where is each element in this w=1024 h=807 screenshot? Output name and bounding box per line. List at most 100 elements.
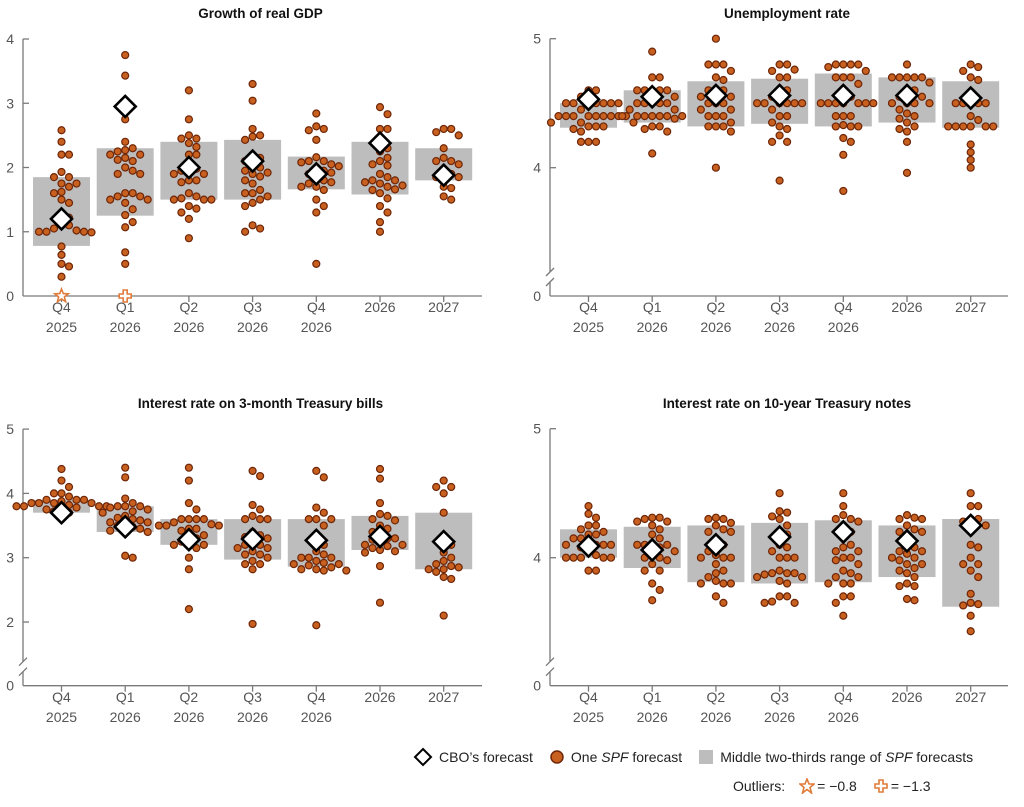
cbo-forecast-diamond <box>240 526 265 552</box>
spf-forecast-dot <box>248 221 257 230</box>
spf-forecast-dot <box>895 556 904 565</box>
spf-forecast-dot <box>136 150 145 159</box>
spf-forecast-dot <box>846 60 855 69</box>
spf-forecast-dot <box>368 543 377 553</box>
spf-forecast-dot <box>312 208 321 217</box>
spf-forecast-dot <box>184 86 193 95</box>
spf-forecast-dot <box>113 502 122 511</box>
spf-forecast-dot <box>136 516 145 525</box>
spf-forecast-dot <box>782 73 792 82</box>
spf-forecast-dot <box>846 122 855 131</box>
spf-forecast-dot <box>447 553 456 562</box>
spf-forecast-dot <box>704 111 713 121</box>
x-tick-label: 2026 <box>364 689 395 705</box>
spf-forecast-dot <box>782 579 792 588</box>
spf-forecast-dot <box>569 124 578 134</box>
spf-forecast-dot <box>752 572 762 582</box>
spf-forecast-dot <box>297 565 306 574</box>
x-tick-label-year: 2025 <box>46 709 77 725</box>
spf-forecast-dot <box>248 132 257 141</box>
spf-forecast-dot <box>846 73 855 82</box>
spf-forecast-dot <box>241 201 250 211</box>
spf-forecast-dot <box>726 579 736 588</box>
spf-forecast-dot <box>432 482 441 492</box>
spf-forecast-dot <box>831 73 840 82</box>
spf-forecast-dot <box>121 463 130 472</box>
spf-forecast-dot <box>248 511 257 521</box>
spf-forecast-dot <box>854 79 863 88</box>
spf-forecast-dot <box>711 122 721 131</box>
spf-forecast-dot <box>360 540 370 549</box>
spf-forecast-dot <box>887 99 897 108</box>
legend-spf-label-post: forecast <box>628 749 683 765</box>
y-tick-label: 1 <box>6 224 14 240</box>
spf-forecast-dot <box>782 521 792 530</box>
cbo-forecast-diamond <box>576 533 601 559</box>
x-tick-label: 2027 <box>955 299 986 315</box>
spf-forecast-dot <box>113 169 122 179</box>
spf-forecast-dot <box>327 168 336 177</box>
x-tick-label: Q2 <box>707 689 726 705</box>
spf-forecast-dot <box>752 99 762 108</box>
x-tick-label-year: 2026 <box>828 709 859 725</box>
spf-forecast-dot <box>263 534 272 543</box>
spf-forecast-dot <box>974 572 983 582</box>
spf-forecast-dot <box>711 163 721 172</box>
spf-forecast-dot <box>169 518 178 527</box>
y-tick-label: 4 <box>533 550 541 566</box>
spf-forecast-dot <box>241 560 250 569</box>
spf-forecast-dot <box>648 530 657 539</box>
spf-forecast-dot <box>375 561 385 571</box>
spf-forecast-dot <box>782 569 792 578</box>
spf-forecast-dot <box>696 105 706 114</box>
axis-break-mark <box>545 267 555 277</box>
spf-forecast-dot <box>177 194 186 203</box>
spf-forecast-dot <box>319 124 328 134</box>
spf-forecast-dot <box>902 168 912 177</box>
spf-forecast-dot <box>439 144 448 153</box>
spf-forecast-dot <box>113 155 122 164</box>
x-tick-label: Q4 <box>52 689 71 705</box>
spf-forecast-dot <box>775 131 784 140</box>
spf-forecast-dot <box>989 122 998 131</box>
spf-forecast-dot <box>27 498 36 508</box>
spf-forecast-dot <box>902 127 912 136</box>
spf-forecast-dot <box>670 105 679 114</box>
spf-forecast-dot <box>839 511 848 520</box>
spf-forecast-dot <box>839 186 848 196</box>
spf-forecast-dot <box>360 548 370 557</box>
y-tick-label: 5 <box>533 421 541 437</box>
gray-square-icon <box>699 750 714 764</box>
spf-forecast-dot <box>839 133 848 143</box>
spf-forecast-dot <box>184 189 193 198</box>
spf-forecast-dot <box>902 73 912 82</box>
spf-forecast-dot <box>368 515 377 524</box>
spf-forecast-dot <box>895 547 904 556</box>
spf-forecast-dot <box>177 134 186 143</box>
spf-forecast-dot <box>599 99 608 108</box>
spf-forecast-dot <box>670 92 679 101</box>
cbo-forecast-diamond <box>303 161 329 187</box>
spf-forecast-dot <box>561 99 571 108</box>
spf-forecast-dot <box>390 516 400 525</box>
spf-forecast-dot <box>177 526 186 535</box>
x-tick-label: 2026 <box>891 299 922 315</box>
spf-forecast-dot <box>192 543 201 553</box>
spf-forecast-dot <box>128 498 137 508</box>
spf-forecast-dot <box>576 553 586 562</box>
spf-forecast-dot <box>304 179 313 188</box>
spf-forecast-dot <box>966 627 975 636</box>
spf-forecast-dot <box>297 553 306 562</box>
spf-forecast-dot <box>790 598 799 607</box>
spf-forecast-dot <box>121 223 130 232</box>
x-tick-label: Q1 <box>643 689 662 705</box>
spf-forecast-dot <box>974 502 983 511</box>
spf-forecast-dot <box>121 210 130 220</box>
spf-forecast-dot <box>439 153 448 162</box>
spf-forecast-dot <box>760 598 769 607</box>
x-tick-label-year: 2026 <box>828 319 859 335</box>
spf-forecast-dot <box>925 78 934 87</box>
spf-forecast-dot <box>72 495 81 504</box>
spf-forecast-dot <box>775 553 784 562</box>
x-tick-label: Q4 <box>579 689 598 705</box>
